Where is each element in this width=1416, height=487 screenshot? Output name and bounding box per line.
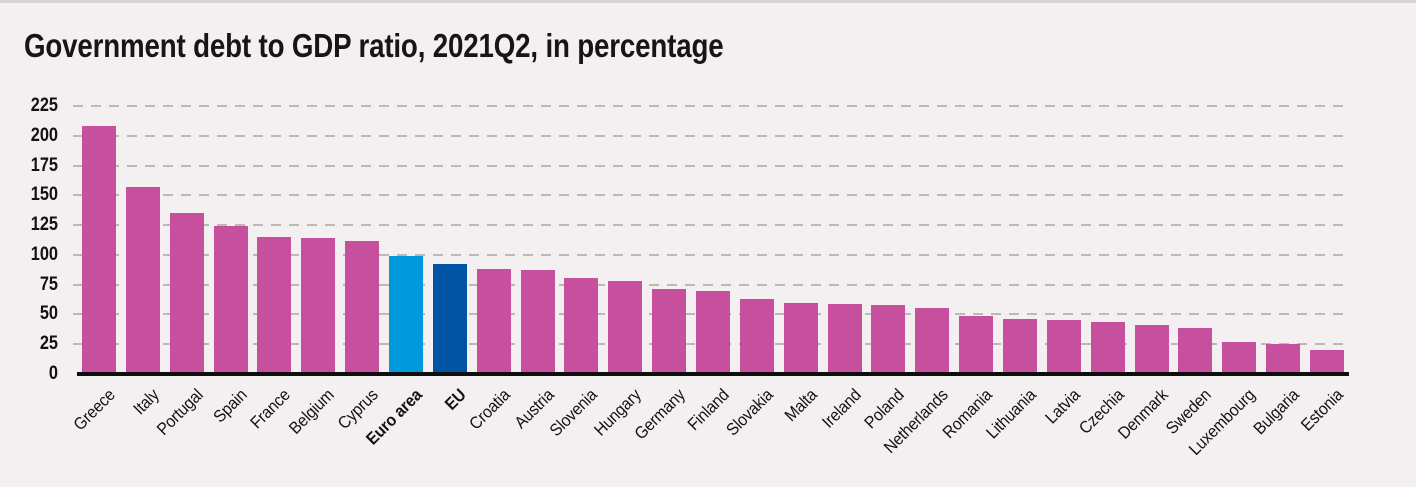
bar-poland [871,304,906,374]
bar-italy [125,186,160,374]
y-tick-label-200: 200 [30,124,58,146]
bar-malta [783,302,818,374]
y-tick-label-150: 150 [30,184,58,206]
bar-croatia [476,269,511,374]
bar-hungary [608,281,643,374]
bar-france [257,237,292,374]
y-tick-label-0: 0 [48,363,58,384]
gridline-100 [73,253,1349,256]
bar-euro-area [388,256,423,374]
bar-denmark [1134,325,1169,374]
bar-romania [959,315,994,374]
bar-slovenia [564,277,599,374]
bar-luxembourg [1222,341,1257,374]
bar-bulgaria [1266,344,1301,374]
y-tick-label-25: 25 [39,333,58,355]
bar-netherlands [915,308,950,374]
gridline-175 [73,164,1349,167]
bar-austria [520,270,555,374]
y-tick-label-225: 225 [30,95,58,116]
plot-area: 0 25 50 75 100 125 150 175 200 225 Greece Italy Port… [0,3,1416,487]
bar-portugal [169,213,204,374]
y-tick-label-75: 75 [39,273,58,295]
bar-spain [213,226,248,374]
bar-greece [81,126,116,374]
gridline-200 [73,134,1349,137]
x-axis-line [77,372,1349,376]
bar-finland [696,290,730,374]
gridline-125 [73,224,1349,227]
bar-ireland [827,303,862,374]
y-tick-label-125: 125 [30,214,58,236]
gridline-150 [73,194,1349,197]
bar-belgium [301,238,336,374]
bar-cyprus [345,240,380,374]
bar-estonia [1310,350,1345,374]
bar-slovakia [739,298,774,374]
y-tick-label-100: 100 [30,243,58,265]
y-tick-label-50: 50 [39,303,58,325]
bar-sweden [1178,327,1213,374]
bar-eu [432,264,467,374]
gridline-225 [73,105,1349,107]
chart-title: Government debt to GDP ratio, 2021Q2, in… [24,27,724,64]
bar-germany [652,289,687,374]
y-tick-label-175: 175 [30,154,58,176]
bar-lithuania [1003,319,1038,374]
gridline-75 [73,283,1349,286]
bar-czechia [1090,321,1125,374]
bar-latvia [1046,320,1081,374]
